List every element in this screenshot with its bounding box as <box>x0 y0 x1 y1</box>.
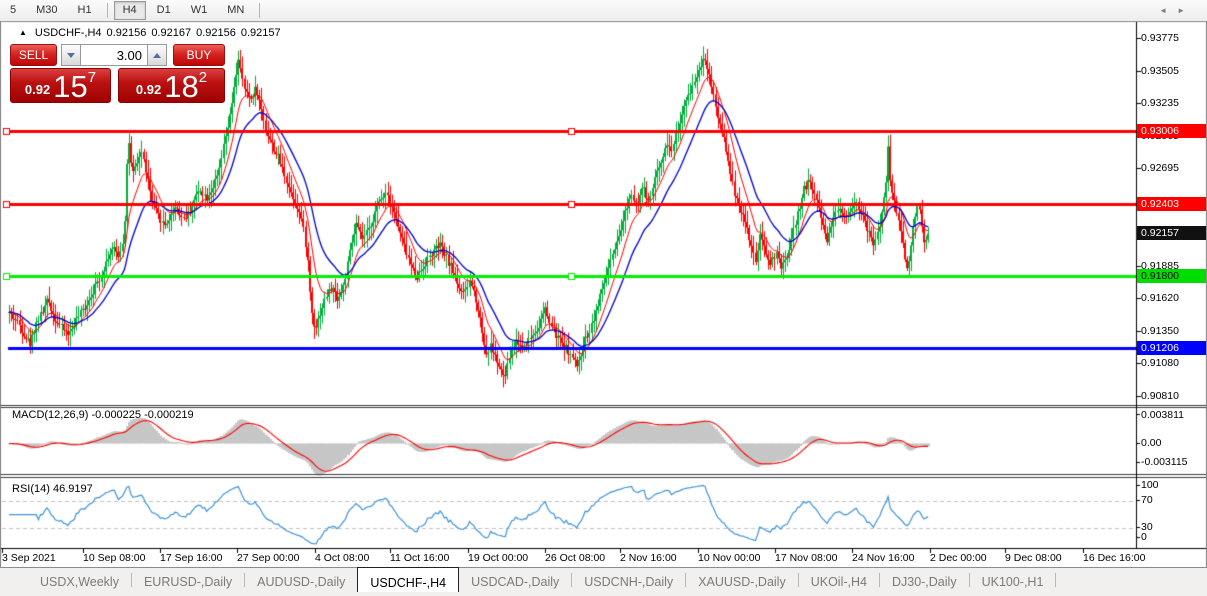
chart-tab-bar: USDX,Weekly EURUSD-,Daily AUDUSD-,Daily USD… <box>0 567 1207 596</box>
macd-value-signal: -0.000219 <box>144 409 194 421</box>
price-level-badge: 0.92403 <box>1137 196 1206 211</box>
rsi-axis-label: 0 <box>1141 531 1147 543</box>
time-axis-label: 2 Nov 16:00 <box>620 552 677 564</box>
buy-button[interactable]: BUY <box>173 44 225 66</box>
buy-price-pip: 2 <box>198 69 208 86</box>
toolbar-timeframe-h1[interactable]: H1 <box>77 4 92 16</box>
ohlc-open: 0.92156 <box>106 27 147 39</box>
tab-scroll-right-icon[interactable]: ► <box>1177 6 1185 15</box>
macd-axis-label: 0.00 <box>1141 437 1162 449</box>
chart-tab-ukoil[interactable]: UKOil-,H4 <box>810 575 867 589</box>
rsi-axis-label: 100 <box>1141 479 1159 491</box>
rsi-value: 46.9197 <box>52 483 93 495</box>
time-axis-label: 16 Dec 16:00 <box>1083 552 1146 564</box>
toolbar-separator <box>259 3 261 18</box>
price-level-badge: 0.93006 <box>1137 123 1206 138</box>
tab-separator <box>244 573 246 587</box>
buy-price-main: 18 <box>164 69 199 104</box>
time-axis-label: 24 Nov 16:00 <box>852 552 915 564</box>
one-click-trading-widget: SELL BUY 0.92 15 7 0.92 18 2 <box>10 44 225 103</box>
price-level-badge: 0.91800 <box>1137 269 1206 284</box>
sell-price-quote[interactable]: 0.92 15 7 <box>10 68 111 103</box>
tab-separator <box>130 573 132 587</box>
price-axis-tick-label: 0.91350 <box>1141 324 1179 337</box>
volume-input[interactable] <box>81 44 147 66</box>
buy-price-prefix: 0.92 <box>135 82 162 97</box>
toolbar-timeframe-5[interactable]: 5 <box>10 4 17 16</box>
price-axis-tick-label: 0.91620 <box>1141 292 1179 305</box>
time-axis-label: 17 Sep 16:00 <box>160 552 223 564</box>
ohlc-close: 0.92157 <box>240 27 281 39</box>
tab-separator <box>797 573 799 587</box>
tab-separator <box>685 573 687 587</box>
spinner-up-icon <box>153 52 161 58</box>
toolbar-timeframe-w1[interactable]: W1 <box>190 4 208 16</box>
toolbar-timeframe-d1[interactable]: D1 <box>156 4 171 16</box>
price-axis-tick-label: 0.91885 <box>1141 260 1179 273</box>
time-axis-label: 26 Oct 08:00 <box>545 552 606 564</box>
toolbar-timeframe-h4[interactable]: H4 <box>113 1 146 20</box>
collapse-panel-icon[interactable]: ▲ <box>19 28 27 37</box>
time-axis-label: 27 Sep 00:00 <box>237 552 300 564</box>
tab-separator <box>1055 573 1057 587</box>
chart-tab-xauusd[interactable]: XAUUSD-,Daily <box>698 575 786 589</box>
time-axis-label: 4 Oct 08:00 <box>315 552 370 564</box>
chart-tab-audusd[interactable]: AUDUSD-,Daily <box>257 575 346 589</box>
tab-scroll-left-icon[interactable]: ◄ <box>1159 6 1168 15</box>
chart-tab-uk100[interactable]: UK100-,H1 <box>981 575 1044 589</box>
macd-axis-label: -0.003115 <box>1141 456 1188 468</box>
chart-tab-dj30[interactable]: DJ30-,Daily <box>891 575 957 589</box>
sell-price-main: 15 <box>53 69 88 104</box>
time-axis-label: 11 Oct 16:00 <box>390 552 450 564</box>
price-axis-tick-label: 0.92695 <box>1141 162 1179 175</box>
rsi-indicator-label: RSI(14) 46.9197 <box>12 483 93 495</box>
timeframe-toolbar: 5 M30 H1 H4 D1 W1 MN <box>0 0 1207 21</box>
toolbar-timeframe-mn[interactable]: MN <box>227 4 245 16</box>
tab-separator <box>968 573 970 587</box>
spinner-down-icon <box>67 52 75 58</box>
price-axis-tick-label: 0.93775 <box>1141 32 1179 44</box>
chart-tab-eurusd[interactable]: EURUSD-,Daily <box>143 575 233 589</box>
price-level-badge: 0.92157 <box>1137 226 1206 241</box>
tab-separator <box>571 573 573 587</box>
chart-tab-usdchf[interactable]: USDCHF-,H4 <box>357 567 460 592</box>
time-axis-label: 9 Dec 08:00 <box>1005 552 1062 564</box>
price-level-badge: 0.91206 <box>1137 341 1206 356</box>
volume-decrease-button[interactable] <box>61 44 81 66</box>
time-axis-label: 3 Sep 2021 <box>2 552 56 564</box>
chart-tab-usdcad[interactable]: USDCAD-,Daily <box>471 575 560 589</box>
sell-button[interactable]: SELL <box>10 44 57 66</box>
time-axis-label: 2 Dec 00:00 <box>930 552 987 564</box>
time-axis-label: 10 Nov 00:00 <box>698 552 761 564</box>
sell-price-pip: 7 <box>87 69 97 86</box>
tab-separator <box>878 573 880 587</box>
macd-value-main: -0.000225 <box>91 409 142 421</box>
time-axis-label: 10 Sep 08:00 <box>83 552 146 564</box>
macd-indicator-label: MACD(12,26,9) -0.000225 -0.000219 <box>12 409 194 421</box>
price-axis-tick-label: 0.91080 <box>1141 357 1179 370</box>
volume-increase-button[interactable] <box>147 44 167 66</box>
price-axis-tick-label: 0.93235 <box>1141 97 1179 110</box>
ohlc-low: 0.92156 <box>196 27 236 39</box>
rsi-axis-label: 70 <box>1141 494 1153 506</box>
chart-tab-usdx[interactable]: USDX,Weekly <box>40 575 119 589</box>
rsi-axis-label: 30 <box>1141 521 1153 533</box>
time-axis-label: 17 Nov 08:00 <box>775 552 838 564</box>
sell-price-prefix: 0.92 <box>24 82 51 97</box>
chart-symbol-label: USDCHF-,H4 <box>34 27 102 39</box>
price-axis-tick-label: 0.93505 <box>1141 64 1179 77</box>
time-axis-label: 19 Oct 00:00 <box>468 552 529 564</box>
macd-axis-label: 0.003811 <box>1141 409 1185 421</box>
toolbar-timeframe-m30[interactable]: M30 <box>36 4 58 16</box>
chart-tab-usdcnh[interactable]: USDCNH-,Daily <box>584 575 674 589</box>
toolbar-separator <box>106 3 108 18</box>
tab-scroll-controls: ◄ ► <box>1159 6 1185 15</box>
buy-price-quote[interactable]: 0.92 18 2 <box>118 68 225 103</box>
ohlc-high: 0.92167 <box>151 27 192 39</box>
price-axis-tick-label: 0.90810 <box>1141 389 1179 402</box>
chart-ohlc-header: ▲ USDCHF-,H4 0.92156 0.92167 0.92156 0.9… <box>19 27 281 39</box>
